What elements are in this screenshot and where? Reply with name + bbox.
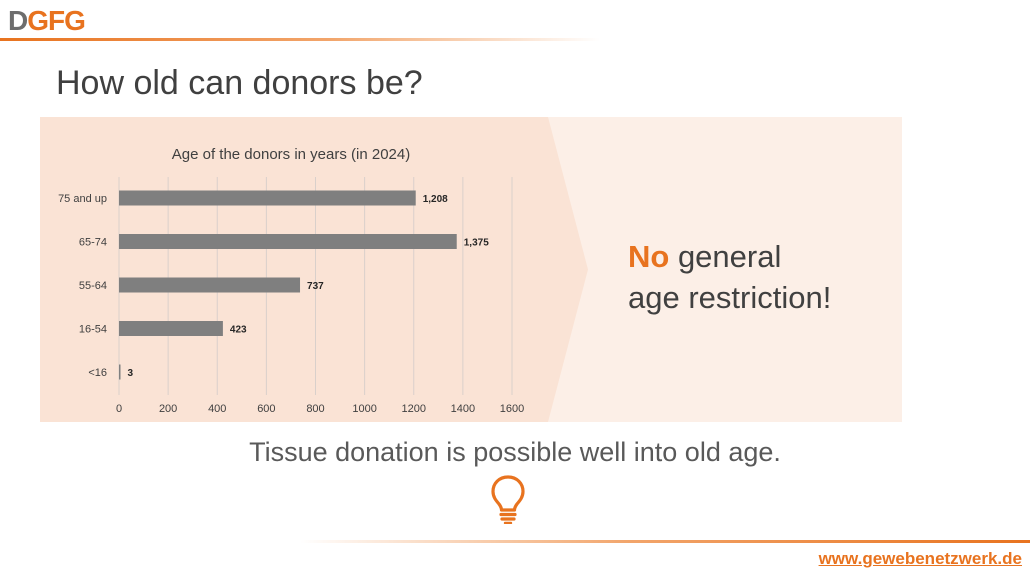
value-label: 1,375 bbox=[464, 238, 489, 249]
slide-title: How old can donors be? bbox=[56, 64, 423, 102]
x-tick-label: 200 bbox=[159, 403, 177, 415]
bar bbox=[119, 321, 223, 336]
chevron-arrow bbox=[548, 117, 588, 422]
message-line2: age restriction! bbox=[628, 280, 832, 315]
website-link[interactable]: www.gewebenetzwerk.de bbox=[818, 549, 1022, 568]
footer-divider bbox=[300, 540, 1030, 543]
message-highlight: No bbox=[628, 239, 670, 274]
category-label: 65-74 bbox=[79, 237, 107, 249]
category-label: 55-64 bbox=[79, 280, 107, 292]
category-label: 16-54 bbox=[79, 324, 107, 336]
value-label: 423 bbox=[230, 325, 247, 336]
value-label: 1,208 bbox=[423, 194, 448, 205]
chart-title: Age of the donors in years (in 2024) bbox=[172, 146, 410, 163]
value-label: 3 bbox=[128, 368, 134, 379]
value-label: 737 bbox=[307, 281, 324, 292]
age-bar-chart: Age of the donors in years (in 2024) 0 20… bbox=[58, 146, 524, 415]
chart-panel bbox=[40, 117, 550, 422]
bar bbox=[119, 190, 416, 206]
x-tick-label: 1200 bbox=[402, 403, 426, 415]
bar bbox=[119, 234, 457, 249]
x-tick-label: 400 bbox=[208, 403, 226, 415]
x-tick-label: 1400 bbox=[451, 403, 475, 415]
lightbulb-icon bbox=[491, 475, 525, 524]
age-restriction-message: No general age restriction! bbox=[628, 236, 831, 318]
bar bbox=[119, 364, 121, 380]
message-line1: general bbox=[669, 239, 782, 274]
bar bbox=[119, 277, 301, 293]
slide-subtitle: Tissue donation is possible well into ol… bbox=[249, 437, 781, 467]
x-tick-label: 1000 bbox=[352, 403, 376, 415]
x-tick-label: 1600 bbox=[500, 403, 524, 415]
x-tick-label: 0 bbox=[116, 403, 122, 415]
dgfg-logo: DGFG bbox=[8, 5, 86, 36]
header-divider bbox=[0, 38, 600, 41]
category-label: <16 bbox=[88, 367, 107, 379]
x-tick-label: 600 bbox=[257, 403, 275, 415]
x-tick-label: 800 bbox=[306, 403, 324, 415]
message-panel bbox=[548, 117, 902, 422]
category-label: 75 and up bbox=[58, 193, 107, 205]
